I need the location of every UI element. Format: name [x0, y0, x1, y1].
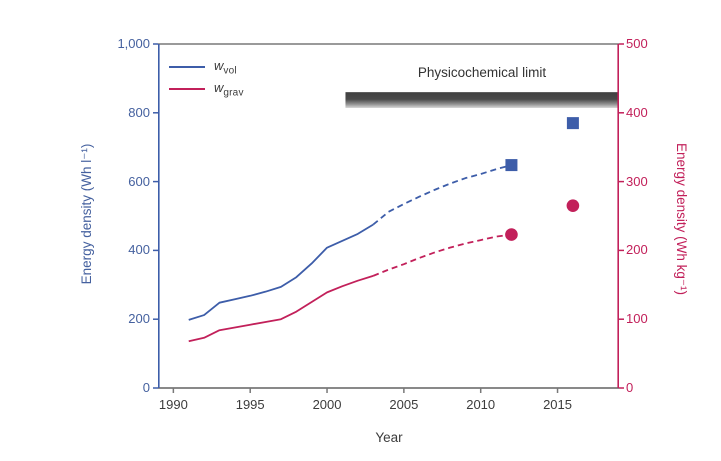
- legend-symbol-wgrav: w: [214, 79, 224, 95]
- y-axis-label-right: Energy density (Wh kg⁻¹): [674, 143, 689, 295]
- legend-item-wgrav: wgrav: [169, 78, 244, 100]
- physicochemical-limit-label: Physicochemical limit: [417, 65, 547, 80]
- y-left-tick-label: 600: [128, 173, 150, 189]
- x-tick-label: 2005: [389, 397, 419, 412]
- series-w_grav-dashed-line: [372, 233, 512, 277]
- legend-label-wvol: wvol: [214, 58, 237, 77]
- legend-label-wgrav: wgrav: [214, 80, 244, 99]
- x-tick-label: 2000: [312, 397, 342, 412]
- y-left-tick-label: 0: [142, 380, 150, 395]
- y-right-tick-label: 300: [626, 173, 648, 189]
- legend-symbol-wvol: w: [214, 57, 224, 73]
- y-left-tick-label: 800: [128, 104, 150, 120]
- legend-subscript-wgrav: grav: [223, 87, 244, 99]
- series-w_vol-dashed-line: [372, 164, 512, 226]
- legend-line-sample-wvol: [169, 66, 205, 68]
- series-w_grav-marker: [566, 199, 580, 212]
- y-left-tick-label: 400: [128, 242, 150, 258]
- y-right-tick-label: 0: [626, 380, 634, 395]
- y-right-tick-label: 400: [626, 104, 648, 120]
- x-tick-label: 2010: [466, 397, 496, 412]
- series-w_grav-solid-line: [188, 274, 374, 343]
- y-right-tick-label: 100: [626, 311, 648, 327]
- x-tick-label: 2015: [543, 397, 572, 412]
- series-w_vol-marker: [505, 159, 518, 172]
- y-axis-label-left: Energy density (Wh l⁻¹): [79, 143, 94, 285]
- series-w_vol-solid-line: [188, 223, 374, 321]
- physicochemical-limit-bar: [345, 92, 619, 108]
- y-left-tick-label: 200: [128, 311, 150, 327]
- y-left-tick-label: 1,000: [117, 36, 150, 51]
- legend-item-wvol: wvol: [169, 56, 244, 78]
- y-right-tick-label: 200: [626, 242, 648, 258]
- legend-line-sample-wgrav: [169, 88, 205, 90]
- legend: wvol wgrav: [169, 56, 244, 100]
- legend-subscript-wvol: vol: [223, 65, 237, 77]
- x-tick-label: 1995: [235, 397, 265, 412]
- series-w_grav-marker: [505, 228, 518, 241]
- y-right-tick-label: 500: [626, 36, 648, 51]
- x-tick-label: 1990: [158, 397, 188, 412]
- x-axis-label: Year: [375, 430, 403, 445]
- series-w_vol-marker: [566, 117, 579, 130]
